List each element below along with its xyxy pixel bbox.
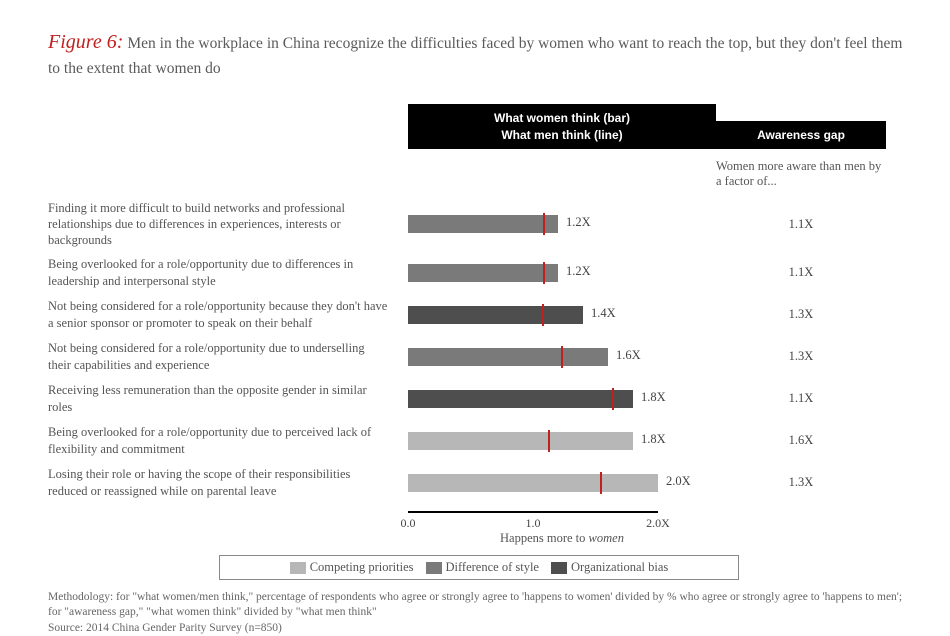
- subheader-row: Women more aware than men by a factor of…: [48, 153, 910, 193]
- gap-column-header: Awareness gap: [716, 121, 886, 149]
- row-label: Being overlooked for a role/opportunity …: [48, 256, 408, 289]
- men-line-marker: [548, 430, 550, 452]
- source-text: Source: 2014 China Gender Parity Survey …: [48, 621, 910, 636]
- data-row: Finding it more difficult to build netwo…: [48, 197, 910, 252]
- bar-value-label: 2.0X: [666, 474, 691, 489]
- chart: What women think (bar) What men think (l…: [48, 104, 910, 636]
- data-row: Being overlooked for a role/opportunity …: [48, 420, 910, 462]
- axis-title-pre: Happens more to: [500, 531, 589, 545]
- bar: [408, 306, 583, 324]
- bar: [408, 390, 633, 408]
- axis-tick-label: 2.0X: [646, 516, 670, 531]
- data-row: Being overlooked for a role/opportunity …: [48, 252, 910, 294]
- axis-title: Happens more to women: [408, 531, 716, 546]
- bar: [408, 474, 658, 492]
- data-row: Not being considered for a role/opportun…: [48, 294, 910, 336]
- men-line-marker: [612, 388, 614, 410]
- figure-caption: Men in the workplace in China recognize …: [48, 35, 902, 77]
- axis-tick-label: 0.0: [401, 516, 416, 531]
- bar-header-line1: What women think (bar): [416, 110, 708, 126]
- men-line-marker: [600, 472, 602, 494]
- legend: Competing priorities Difference of style O…: [219, 555, 739, 580]
- legend-swatch: [426, 562, 442, 574]
- legend-swatch: [290, 562, 306, 574]
- gap-subhead: Women more aware than men by a factor of…: [716, 153, 886, 193]
- legend-swatch: [551, 562, 567, 574]
- legend-label: Difference of style: [446, 560, 539, 574]
- row-label: Finding it more difficult to build netwo…: [48, 200, 408, 249]
- figure-title: Figure 6: Men in the workplace in China …: [48, 28, 910, 80]
- header-row: What women think (bar) What men think (l…: [48, 104, 910, 148]
- bar-value-label: 1.4X: [591, 306, 616, 321]
- axis-title-em: women: [589, 531, 624, 545]
- bar-column-header: What women think (bar) What men think (l…: [408, 104, 716, 148]
- data-row: Losing their role or having the scope of…: [48, 462, 910, 504]
- bar: [408, 264, 558, 282]
- rows-host: Finding it more difficult to build netwo…: [48, 197, 910, 504]
- axis-tick-label: 1.0: [526, 516, 541, 531]
- bar-value-label: 1.6X: [616, 348, 641, 363]
- legend-label: Competing priorities: [310, 560, 414, 574]
- row-label: Receiving less remuneration than the opp…: [48, 382, 408, 415]
- bar-value-label: 1.2X: [566, 264, 591, 279]
- figure-label: Figure 6:: [48, 31, 123, 53]
- gap-value: 1.6X: [716, 433, 886, 448]
- bar-value-label: 1.8X: [641, 390, 666, 405]
- men-line-marker: [543, 213, 545, 235]
- bar: [408, 348, 608, 366]
- men-line-marker: [543, 262, 545, 284]
- data-row: Not being considered for a role/opportun…: [48, 336, 910, 378]
- row-label: Not being considered for a role/opportun…: [48, 340, 408, 373]
- bar: [408, 215, 558, 233]
- gap-value: 1.3X: [716, 307, 886, 322]
- axis-row: 0.01.02.0X Happens more to women: [48, 504, 910, 549]
- row-label: Not being considered for a role/opportun…: [48, 298, 408, 331]
- bar-header-line2: What men think (line): [416, 127, 708, 143]
- row-label: Losing their role or having the scope of…: [48, 466, 408, 499]
- row-label: Being overlooked for a role/opportunity …: [48, 424, 408, 457]
- bar-value-label: 1.8X: [641, 432, 666, 447]
- gap-value: 1.3X: [716, 349, 886, 364]
- men-line-marker: [561, 346, 563, 368]
- bar: [408, 432, 633, 450]
- data-row: Receiving less remuneration than the opp…: [48, 378, 910, 420]
- gap-value: 1.1X: [716, 265, 886, 280]
- x-axis: 0.01.02.0X: [408, 511, 658, 531]
- legend-label: Organizational bias: [571, 560, 668, 574]
- methodology-text: Methodology: for "what women/men think,"…: [48, 590, 910, 621]
- footnote: Methodology: for "what women/men think,"…: [48, 590, 910, 636]
- gap-value: 1.3X: [716, 475, 886, 490]
- bar-value-label: 1.2X: [566, 215, 591, 230]
- gap-value: 1.1X: [716, 391, 886, 406]
- gap-value: 1.1X: [716, 217, 886, 232]
- men-line-marker: [542, 304, 544, 326]
